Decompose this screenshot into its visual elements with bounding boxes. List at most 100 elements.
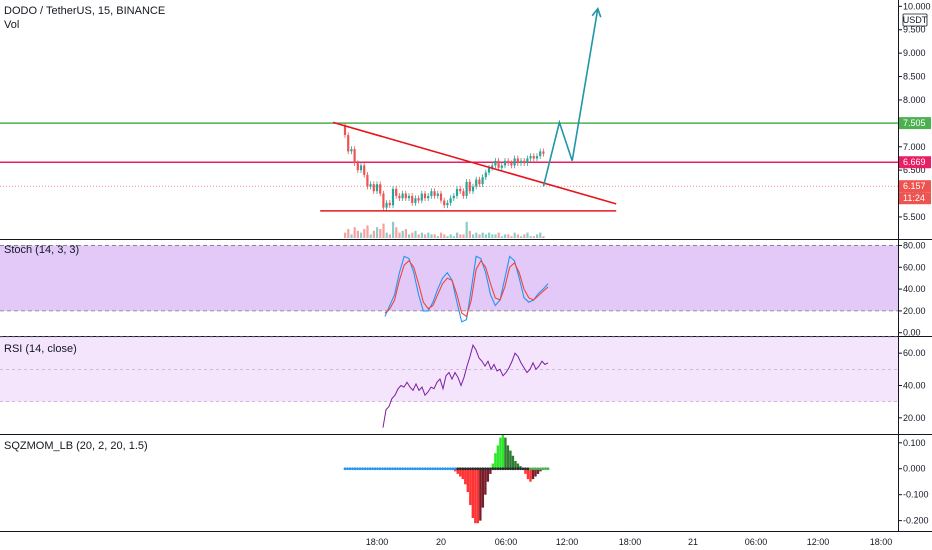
candle-body [462,191,465,196]
volume-bar [481,232,484,238]
rsi-label: RSI (14, close) [4,343,77,355]
volume-bar [516,234,519,238]
squeeze-dot [346,467,349,471]
candle-body [398,195,401,199]
x-tick-label: 18:00 [870,537,893,547]
price-axes: 10.0009.5009.0008.5008.0007.5007.0006.50… [366,1,931,547]
squeeze-dot [348,467,352,471]
squeeze-dot [473,467,477,471]
volume-bar [360,232,363,238]
volume-bar [414,230,417,238]
momentum-bar [526,468,530,480]
candle-body [439,193,443,201]
squeeze-dot [526,467,530,471]
volume-bar [398,232,401,238]
candle-body [452,195,455,199]
volume-bar [462,234,465,238]
squeeze-dot [461,467,465,471]
momentum-bar [486,468,490,482]
squeeze-dot [401,467,405,471]
y-tick-label: 20.00 [903,306,926,316]
squeeze-dot [343,467,347,471]
momentum-bar [531,468,535,480]
momentum-bar [529,468,532,482]
momentum-bar [516,463,520,469]
price-label-badge [899,117,931,130]
squeeze-dot [441,467,445,471]
candle-body [535,156,539,159]
volume-bar [353,227,356,238]
y-tick-label: -0.100 [903,490,929,500]
volume-bar [363,229,366,238]
price-label-text: 6.157 [903,181,926,191]
candle-body [356,163,359,171]
candle-body [420,193,423,201]
candle-body [529,156,532,159]
squeeze-dot [503,467,507,471]
price-label-text: 11:24 [903,193,925,203]
squeeze-dot [383,467,387,471]
momentum-bar [536,468,540,474]
squeeze-dot [514,467,517,471]
momentum-bar [504,437,507,469]
candle-body [523,160,526,164]
volume-bar [449,234,452,238]
candle-body [414,198,417,203]
candle-body [391,188,395,206]
candle-body [481,177,484,185]
candle-body [401,193,404,199]
squeeze-dot [534,467,537,471]
volume-bar [465,221,468,238]
candle-body [366,174,369,187]
projection-arrowhead [591,7,602,18]
momentum-bar [474,468,477,524]
squeeze-dot [468,467,472,471]
volume-bar [446,236,449,238]
candle-body [359,165,363,171]
squeeze-dot [353,467,357,471]
squeeze-dot [453,467,457,471]
y-tick-label: 8.000 [903,95,926,105]
squeeze-dot [471,467,475,471]
candle-body [513,158,516,166]
volume-bar [510,236,513,238]
momentum-bar [466,468,470,493]
squeeze-dot [423,467,427,471]
candle-body [423,193,427,199]
y-tick-label: 60.00 [903,262,926,272]
volume-bar [417,234,420,238]
squeeze-dot [509,467,512,471]
squeeze-dot [356,467,359,471]
candle-body [478,179,481,185]
candle-body [532,156,535,159]
sqzmom-label: SQZMOM_LB (20, 2, 20, 1.5) [4,440,148,452]
volume-bar [532,236,535,238]
volume-bar [350,234,353,238]
momentum-bar [506,445,510,469]
squeeze-dot [408,467,412,471]
y-tick-label: 7.000 [903,142,926,152]
symbol-title: DODO / TetherUS, 15, BINANCE [4,5,166,17]
candle-body [465,181,468,196]
volume-bar [542,236,545,238]
candle-body [459,188,462,192]
price-label-badge [899,180,931,193]
x-tick-label: 21 [688,537,698,547]
squeeze-dot [361,467,364,471]
volume-bar [366,225,369,238]
volume-bar [523,234,526,238]
squeeze-dot [466,467,470,471]
momentum-bar [464,468,467,485]
volume-bar [385,232,388,238]
candle-body [353,149,356,164]
momentum-bar [459,468,462,477]
squeeze-dot [443,467,447,471]
candle-body [519,160,523,164]
volume-bar [539,232,542,238]
candle-body [484,172,487,178]
volume-bar [484,234,487,238]
candle-body [497,160,500,168]
momentum-bar [494,453,497,469]
squeeze-dot [521,467,525,471]
